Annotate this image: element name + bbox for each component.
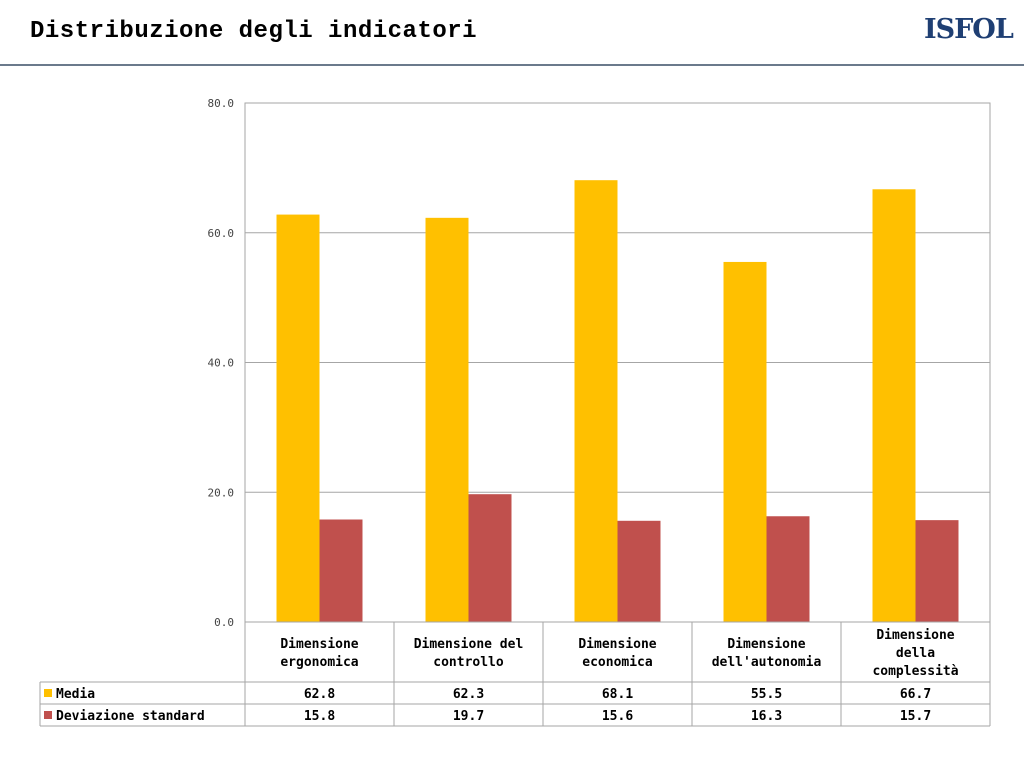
data-label-media: 62.3 <box>453 687 484 702</box>
slide-title: Distribuzione degli indicatori <box>30 18 478 45</box>
data-label-deviazione-standard: 19.7 <box>453 709 484 724</box>
y-tick-label: 80.0 <box>208 97 235 110</box>
data-label-deviazione-standard: 15.8 <box>304 709 335 724</box>
x-category-label: Dimensione ergonomica <box>280 637 358 670</box>
bar-media <box>574 180 618 623</box>
legend-label-deviazione-standard: Deviazione standard <box>56 709 205 724</box>
isfol-logo: ISFOL <box>924 14 1014 45</box>
data-label-media: 68.1 <box>602 687 633 702</box>
data-label-deviazione-standard: 15.6 <box>602 709 633 724</box>
data-label-media: 66.7 <box>900 687 931 702</box>
bar-deviazione-standard <box>915 520 959 622</box>
bar-deviazione-standard <box>617 520 661 622</box>
bar-media <box>276 214 320 622</box>
legend-label-media: Media <box>56 687 95 702</box>
bar-deviazione-standard <box>468 494 512 622</box>
legend-key-deviazione-standard <box>44 711 52 719</box>
y-tick-label: 40.0 <box>208 357 235 370</box>
data-label-deviazione-standard: 16.3 <box>751 709 782 724</box>
legend-key-media <box>44 689 52 697</box>
header-divider <box>0 64 1024 66</box>
y-tick-label: 20.0 <box>208 486 235 499</box>
data-label-media: 55.5 <box>751 687 782 702</box>
data-label-deviazione-standard: 15.7 <box>900 709 931 724</box>
bar-media <box>723 261 767 622</box>
bar-deviazione-standard <box>766 516 810 622</box>
y-tick-label: 60.0 <box>208 227 235 240</box>
y-tick-label: 0.0 <box>214 616 234 629</box>
x-category-label: Dimensione della complessità <box>872 628 958 679</box>
x-category-label: Dimensione del controllo <box>414 637 524 670</box>
bar-media <box>425 217 469 623</box>
x-category-label: Dimensione dell'autonomia <box>712 637 822 670</box>
bar-media <box>872 189 916 622</box>
bar-deviazione-standard <box>319 519 363 622</box>
x-category-label: Dimensione economica <box>578 637 656 670</box>
data-label-media: 62.8 <box>304 687 335 702</box>
